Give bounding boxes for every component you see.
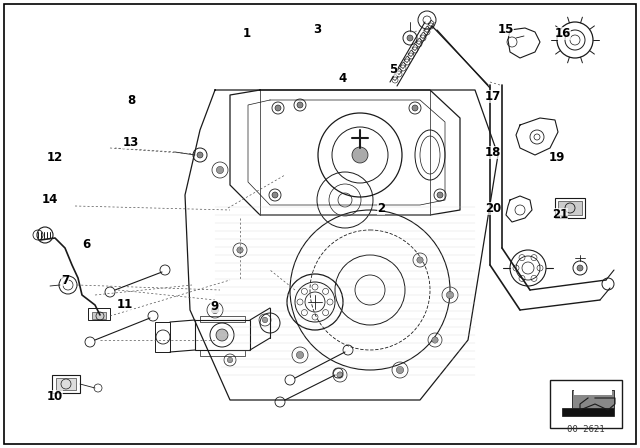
Circle shape [237,247,243,253]
Bar [195,320,250,350]
Polygon shape [572,390,614,408]
Circle shape [227,358,233,363]
Circle shape [216,329,228,341]
Bar [558,201,582,215]
Text: 19: 19 [548,151,565,164]
Circle shape [447,291,454,299]
Text: 14: 14 [42,193,58,206]
Circle shape [417,257,423,263]
Text: 7: 7 [61,273,69,287]
Text: 1: 1 [243,27,250,40]
Circle shape [297,102,303,108]
Bar [92,312,106,319]
Bar [562,408,614,416]
Text: 13: 13 [123,136,140,149]
Bar [550,380,622,428]
Bar [200,316,245,322]
Circle shape [197,152,203,158]
Text: 11: 11 [116,298,133,311]
Bar [52,375,80,393]
Text: 20: 20 [484,202,501,215]
Text: 4: 4 [339,72,346,85]
Bar [404,56,410,63]
Circle shape [407,35,413,41]
Text: 21: 21 [552,207,568,221]
Circle shape [296,351,303,358]
Bar [56,378,76,390]
Circle shape [272,192,278,198]
Text: 16: 16 [555,27,572,40]
Circle shape [396,366,404,374]
Text: 10: 10 [46,390,63,403]
Bar [155,322,170,352]
Circle shape [275,105,281,111]
Bar [396,68,403,74]
Text: 2: 2 [377,202,385,215]
Bar [424,26,430,33]
Text: 9: 9 [211,300,218,314]
Bar [400,62,406,69]
Bar [420,32,426,39]
Text: 12: 12 [46,151,63,164]
Circle shape [432,337,438,343]
Text: 5: 5 [390,63,397,76]
Circle shape [437,192,443,198]
Text: 17: 17 [484,90,501,103]
Bar [408,50,414,56]
Circle shape [211,306,219,314]
Bar [392,74,398,81]
Text: 8: 8 [127,94,135,108]
Bar [88,308,110,320]
Text: 18: 18 [484,146,501,159]
Circle shape [262,317,268,323]
Bar [428,20,435,26]
Circle shape [352,147,368,163]
Polygon shape [574,390,612,395]
Text: 6: 6 [83,237,90,251]
Bar [416,38,422,44]
Circle shape [337,372,343,378]
Circle shape [216,166,223,173]
Circle shape [412,105,418,111]
Bar [555,198,585,218]
Bar [412,44,419,51]
Text: 00 2621: 00 2621 [567,426,605,435]
Bar [200,350,245,356]
Text: 15: 15 [497,22,514,36]
Text: 3: 3 [313,22,321,36]
Circle shape [577,265,583,271]
